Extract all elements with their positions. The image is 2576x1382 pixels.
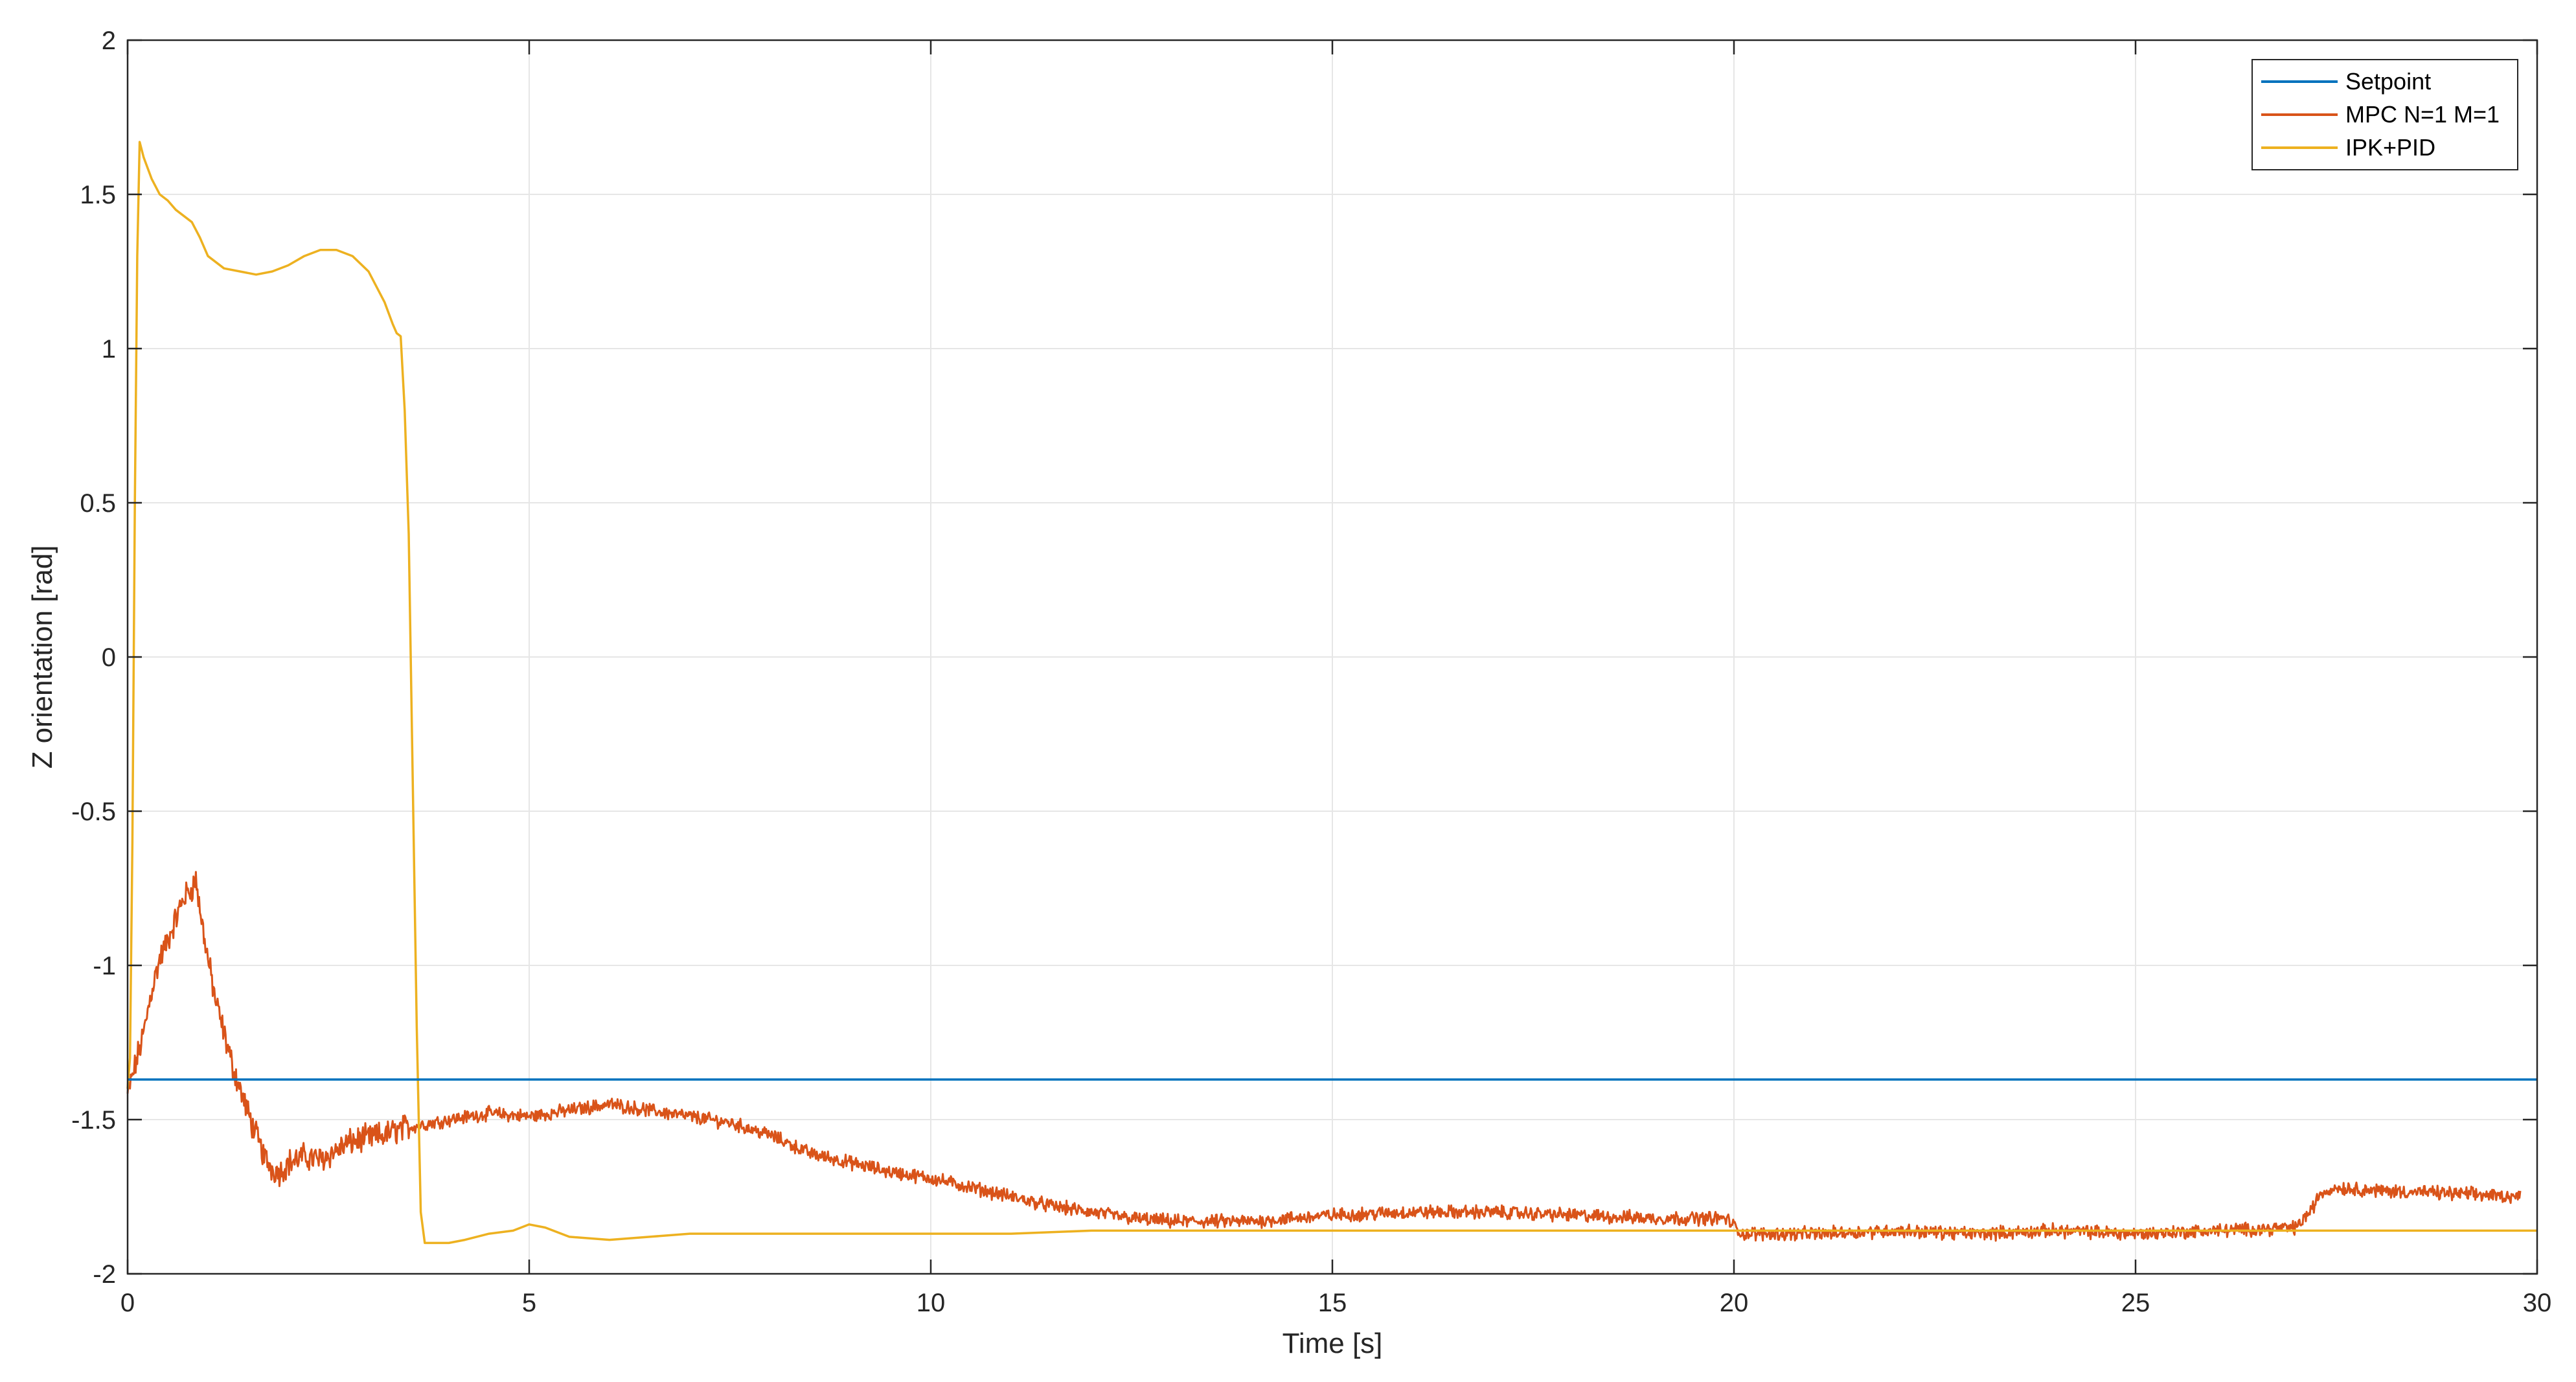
y-tick-label: -0.5	[71, 798, 116, 826]
x-axis-label: Time [s]	[1282, 1328, 1383, 1359]
legend-label: Setpoint	[2345, 68, 2431, 95]
y-tick-label: 1	[102, 335, 116, 363]
x-tick-label: 15	[1318, 1289, 1347, 1317]
x-tick-label: 10	[917, 1289, 946, 1317]
series-layer	[126, 141, 2537, 1245]
x-tick-label: 25	[2121, 1289, 2150, 1317]
legend-label: MPC N=1 M=1	[2345, 101, 2500, 128]
y-tick-label: -1	[93, 952, 116, 980]
y-tick-label: -2	[93, 1260, 116, 1289]
series-line-mpc-n-1-m-1	[126, 871, 2522, 1242]
legend-label: IPK+PID	[2345, 134, 2435, 161]
x-tick-label: 5	[522, 1289, 536, 1317]
y-tick-label: -1.5	[71, 1106, 116, 1134]
tick-labels: 0 5 10 15 20 25 30 -2 -1.5 -1 -0.5 0 0.5 1 1.5 2	[71, 27, 2551, 1317]
y-axis-label: Z orientation [rad]	[27, 546, 58, 769]
legend: Setpoint MPC N=1 M=1 IPK+PID	[2251, 59, 2518, 170]
y-tick-label: 2	[102, 27, 116, 55]
x-tick-label: 30	[2523, 1289, 2552, 1317]
y-tick-label: 1.5	[80, 181, 116, 209]
series-line-ipk-pid	[126, 141, 2537, 1245]
x-tick-label: 0	[120, 1289, 135, 1317]
y-tick-label: 0.5	[80, 489, 116, 518]
grid-lines	[128, 40, 2537, 1274]
x-tick-label: 20	[1720, 1289, 1749, 1317]
axis-ticks	[126, 39, 2538, 1275]
y-tick-label: 0	[102, 643, 116, 672]
